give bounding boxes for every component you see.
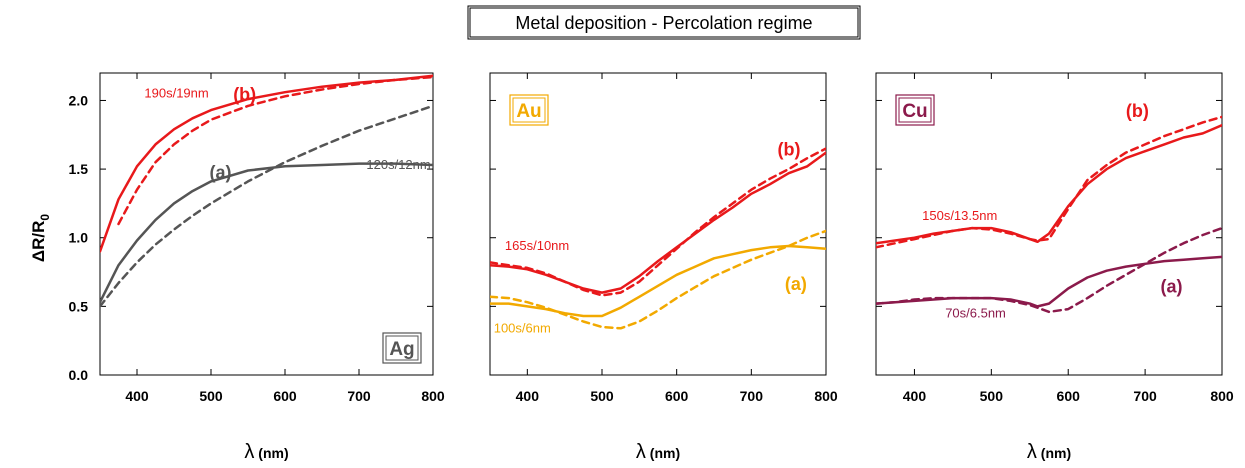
panel-label-box: Cu: [895, 94, 935, 126]
x-tick-label: 800: [421, 388, 445, 404]
series-annotation: 120s/12nm: [366, 157, 430, 172]
plot-frame: [99, 72, 434, 376]
x-axis-label: λ (nm): [1027, 441, 1071, 463]
series-line-solid-2: [490, 244, 826, 318]
x-tick-label: 500: [590, 388, 614, 404]
series-annotation: (a): [785, 274, 807, 294]
y-axis-label: ΔR/R0: [29, 214, 52, 263]
series-annotation: (a): [210, 163, 232, 183]
y-tick-label: 2.0: [69, 92, 89, 108]
panel-cu: 400 500 600 700 800 λ (nm) 150s/13.5nm (b) (a) 70…: [875, 72, 1234, 463]
series-line-solid-0: [876, 123, 1222, 245]
x-tick-label: 600: [1057, 388, 1081, 404]
series-annotation: (a): [1160, 277, 1182, 297]
series-annotation: 190s/19nm: [144, 86, 208, 101]
series-line-dashed-1: [117, 75, 433, 226]
panel-label-box: Au: [509, 94, 549, 126]
series-annotation: (b): [777, 139, 800, 159]
panel-label: Ag: [389, 339, 414, 360]
plot-frame: [875, 72, 1223, 376]
series-line-solid-2: [100, 162, 433, 304]
series-annotation: 165s/10nm: [505, 238, 569, 253]
x-tick-label: 800: [1210, 388, 1234, 404]
x-tick-label: 400: [516, 388, 540, 404]
x-tick-label: 500: [199, 388, 223, 404]
y-tick-label: 1.0: [69, 230, 89, 246]
series-annotation: 70s/6.5nm: [945, 305, 1006, 320]
series-line-dashed-3: [876, 226, 1222, 314]
panel-ag: 400 500 600 700 800 0.0 0.5 1.0 1.5 2.0 λ (nm) 190s…: [69, 72, 445, 463]
x-tick-label: 600: [665, 388, 689, 404]
x-tick-label: 600: [273, 388, 297, 404]
series-line-dashed-3: [100, 104, 433, 308]
series-line-dashed-1: [876, 115, 1222, 249]
x-tick-label: 700: [347, 388, 371, 404]
series-line-solid-0: [100, 74, 433, 253]
panel-label: Au: [516, 101, 541, 122]
plot-frame: [489, 72, 827, 376]
panel-label: Cu: [902, 101, 927, 122]
x-axis-label: λ (nm): [244, 441, 288, 463]
series-annotation: 150s/13.5nm: [922, 208, 997, 223]
x-tick-label: 700: [1133, 388, 1157, 404]
x-tick-label: 400: [125, 388, 149, 404]
series-line-dashed-3: [490, 229, 826, 330]
y-tick-label: 1.5: [69, 161, 89, 177]
series-annotation: (b): [233, 84, 256, 104]
series-annotation: 100s/6nm: [494, 320, 551, 335]
x-tick-label: 400: [903, 388, 927, 404]
x-axis-label: λ (nm): [636, 441, 680, 463]
x-tick-label: 500: [980, 388, 1004, 404]
y-tick-label: 0.5: [69, 298, 89, 314]
series-line-dashed-1: [490, 147, 826, 297]
x-tick-label: 800: [814, 388, 838, 404]
chart-title: Metal deposition - Percolation regime: [515, 13, 812, 33]
series-annotation: (b): [1126, 101, 1149, 121]
x-tick-label: 700: [740, 388, 764, 404]
panel-label-box: Ag: [382, 332, 422, 364]
series-line-solid-0: [490, 151, 826, 294]
panel-au: 400 500 600 700 800 λ (nm) 165s/10nm (b) (a) 100s…: [489, 72, 838, 463]
chart-title-box: Metal deposition - Percolation regime: [467, 5, 861, 40]
y-tick-label: 0.0: [69, 367, 89, 383]
